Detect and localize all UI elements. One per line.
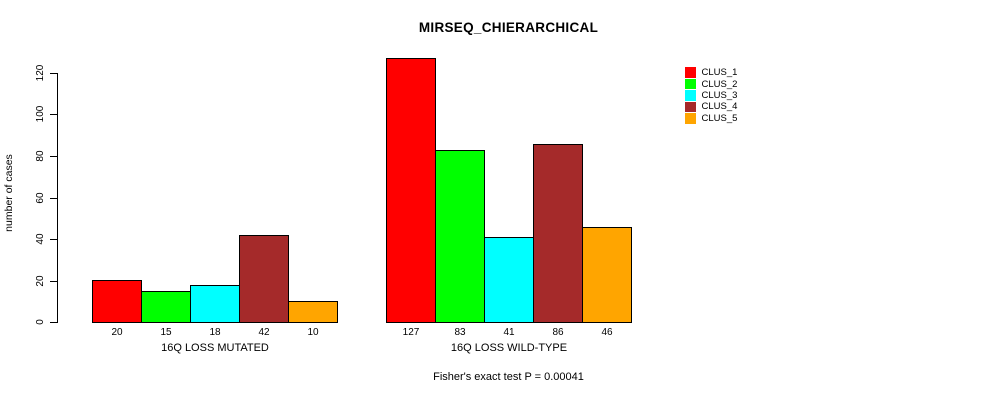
bar-clus_2-group1 [141, 291, 191, 323]
y-tick-label: 100 [34, 105, 46, 123]
y-tick-label: 40 [34, 233, 46, 245]
bar-value-label: 46 [601, 327, 613, 338]
y-tick [50, 281, 57, 282]
y-tick-label: 20 [34, 275, 46, 287]
bar-clus_5-group1 [288, 301, 338, 323]
bar-value-label: 83 [454, 327, 466, 338]
y-tick-label: 80 [34, 150, 46, 162]
legend-item: CLUS_1 [685, 67, 737, 78]
legend-swatch-icon [685, 101, 696, 113]
bar-clus_3-group2 [484, 237, 534, 323]
legend-label: CLUS_1 [701, 67, 738, 79]
legend-label: CLUS_5 [701, 112, 738, 124]
legend-item: CLUS_4 [685, 101, 737, 112]
y-axis-label: number of cases [3, 154, 15, 232]
y-tick [50, 239, 57, 240]
chart-title: MIRSEQ_CHIERARCHICAL [418, 20, 599, 35]
legend-label: CLUS_4 [701, 101, 738, 113]
y-tick [50, 322, 57, 323]
y-tick-label: 120 [34, 64, 46, 82]
legend: CLUS_1 CLUS_2 CLUS_3 CLUS_4 CLUS_5 [685, 67, 737, 124]
y-tick-label: 0 [34, 319, 46, 325]
legend-item: CLUS_5 [685, 113, 737, 124]
bar-clus_4-group2 [533, 144, 583, 323]
bar-clus_1-group1 [92, 280, 142, 323]
y-tick [50, 114, 57, 115]
bar-value-label: 127 [402, 327, 420, 338]
bar-clus_5-group2 [582, 227, 632, 323]
bar-value-label: 20 [111, 327, 123, 338]
legend-item: CLUS_2 [685, 78, 738, 90]
bar-value-label: 10 [307, 327, 319, 338]
y-tick [50, 198, 57, 199]
legend-swatch-icon [685, 78, 696, 90]
x-group-label: 16Q LOSS MUTATED [161, 342, 269, 354]
bar-value-label: 18 [209, 327, 221, 338]
bar-value-label: 86 [552, 327, 564, 338]
legend-swatch-icon [685, 113, 696, 124]
legend-label: CLUS_3 [701, 89, 738, 101]
legend-swatch-icon [685, 67, 696, 78]
bar-clus_3-group1 [190, 285, 240, 323]
bar-value-label: 15 [160, 327, 172, 338]
legend-item: CLUS_3 [685, 90, 737, 101]
bar-clus_1-group2 [386, 58, 436, 323]
bar-value-label: 41 [503, 327, 515, 338]
y-tick-label: 60 [34, 192, 46, 204]
x-group-label: 16Q LOSS WILD-TYPE [450, 342, 568, 354]
bar-clus_4-group1 [239, 235, 289, 323]
annotation-text: Fisher's exact test P = 0.00041 [433, 371, 584, 383]
bar-value-label: 42 [258, 327, 270, 338]
legend-swatch-icon [685, 90, 696, 101]
bar-clus_2-group2 [435, 150, 485, 323]
y-axis-line [57, 73, 58, 323]
legend-label: CLUS_2 [701, 78, 738, 90]
y-tick [50, 73, 57, 74]
y-tick [50, 156, 57, 157]
